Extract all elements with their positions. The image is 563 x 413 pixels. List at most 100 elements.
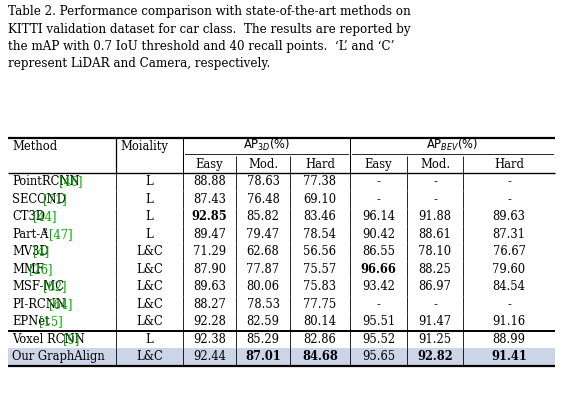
Text: 86.55: 86.55	[362, 245, 395, 258]
Text: -: -	[507, 193, 511, 206]
Text: Voxel RCNN: Voxel RCNN	[12, 333, 85, 346]
Text: 78.54: 78.54	[303, 228, 337, 241]
Text: 87.90: 87.90	[193, 263, 226, 276]
Text: 85.82: 85.82	[247, 210, 279, 223]
Text: [71]: [71]	[43, 193, 67, 206]
Text: -: -	[433, 175, 437, 188]
Text: 87.43: 87.43	[193, 193, 226, 206]
Text: 75.57: 75.57	[303, 263, 337, 276]
Text: 77.87: 77.87	[247, 263, 280, 276]
Text: 92.82: 92.82	[417, 350, 453, 363]
Text: MV3D: MV3D	[12, 245, 48, 258]
Text: Mod.: Mod.	[420, 158, 450, 171]
Text: 89.63: 89.63	[493, 210, 525, 223]
Text: 92.44: 92.44	[193, 350, 226, 363]
Text: -: -	[377, 193, 381, 206]
Text: -: -	[433, 298, 437, 311]
Text: L&C: L&C	[136, 263, 163, 276]
Text: $\mathrm{AP}_{BEV}(\%)$: $\mathrm{AP}_{BEV}(\%)$	[426, 137, 479, 153]
Text: 71.29: 71.29	[193, 245, 226, 258]
Text: 92.85: 92.85	[191, 210, 227, 223]
Text: 88.27: 88.27	[193, 298, 226, 311]
Text: [44]: [44]	[34, 210, 57, 223]
Text: [15]: [15]	[38, 315, 62, 328]
Text: -: -	[433, 193, 437, 206]
Text: 89.47: 89.47	[193, 228, 226, 241]
Text: 79.47: 79.47	[247, 228, 280, 241]
Text: L&C: L&C	[136, 298, 163, 311]
Text: [64]: [64]	[48, 298, 72, 311]
Text: 78.10: 78.10	[418, 245, 452, 258]
Text: Part-A: Part-A	[12, 228, 48, 241]
Text: 77.75: 77.75	[303, 298, 337, 311]
Text: 89.63: 89.63	[193, 280, 226, 293]
Text: Table 2. Performance comparison with state-of-the-art methods on
KITTI validatio: Table 2. Performance comparison with sta…	[8, 5, 411, 71]
Text: 88.88: 88.88	[193, 175, 226, 188]
Text: 80.14: 80.14	[303, 315, 337, 328]
Text: 95.52: 95.52	[362, 333, 395, 346]
Text: 82.59: 82.59	[247, 315, 279, 328]
Text: 95.65: 95.65	[362, 350, 395, 363]
Text: 91.47: 91.47	[418, 315, 452, 328]
Text: Method: Method	[12, 140, 57, 153]
Text: L&C: L&C	[136, 245, 163, 258]
Text: 80.06: 80.06	[247, 280, 279, 293]
Text: Our GraphAlign: Our GraphAlign	[12, 350, 105, 363]
Text: 91.25: 91.25	[418, 333, 452, 346]
Text: 75.83: 75.83	[303, 280, 337, 293]
Text: 56.56: 56.56	[303, 245, 337, 258]
Text: [26]: [26]	[29, 263, 52, 276]
Text: 78.63: 78.63	[247, 175, 279, 188]
Text: L: L	[146, 228, 153, 241]
Text: Moiality: Moiality	[120, 140, 168, 153]
Text: 76.67: 76.67	[493, 245, 525, 258]
Text: 69.10: 69.10	[303, 193, 337, 206]
Text: Easy: Easy	[196, 158, 224, 171]
Text: CT3D: CT3D	[12, 210, 45, 223]
Text: 88.61: 88.61	[418, 228, 452, 241]
Text: L: L	[146, 193, 153, 206]
Text: L&C: L&C	[136, 350, 163, 363]
Text: 85.29: 85.29	[247, 333, 279, 346]
Text: -: -	[377, 175, 381, 188]
Text: [9]: [9]	[64, 333, 80, 346]
Text: [4]: [4]	[34, 245, 50, 258]
Text: 62.68: 62.68	[247, 245, 279, 258]
Text: 88.99: 88.99	[493, 333, 525, 346]
Text: 95.51: 95.51	[362, 315, 395, 328]
Text: L: L	[146, 175, 153, 188]
Text: 84.68: 84.68	[302, 350, 338, 363]
Text: 92.28: 92.28	[193, 315, 226, 328]
Text: 2: 2	[42, 227, 47, 235]
Text: [62]: [62]	[43, 280, 67, 293]
Text: 91.88: 91.88	[418, 210, 452, 223]
Text: [47]: [47]	[48, 228, 72, 241]
Text: 86.97: 86.97	[418, 280, 452, 293]
Text: 79.60: 79.60	[493, 263, 526, 276]
Text: 77.38: 77.38	[303, 175, 337, 188]
Text: -: -	[377, 298, 381, 311]
Text: -: -	[507, 298, 511, 311]
Text: 91.41: 91.41	[491, 350, 527, 363]
Text: 96.14: 96.14	[362, 210, 395, 223]
Text: L&C: L&C	[136, 280, 163, 293]
Text: 90.42: 90.42	[362, 228, 395, 241]
Text: SECOND: SECOND	[12, 193, 66, 206]
Text: L&C: L&C	[136, 315, 163, 328]
Text: 84.54: 84.54	[493, 280, 525, 293]
Bar	[8, 348, 555, 366]
Text: EPNet: EPNet	[12, 315, 50, 328]
Text: 87.31: 87.31	[493, 228, 525, 241]
Text: [46]: [46]	[59, 175, 82, 188]
Text: L: L	[146, 333, 153, 346]
Text: MSF-MC: MSF-MC	[12, 280, 64, 293]
Text: 82.86: 82.86	[303, 333, 336, 346]
Text: Easy: Easy	[365, 158, 392, 171]
Text: 96.66: 96.66	[360, 263, 396, 276]
Text: 93.42: 93.42	[362, 280, 395, 293]
Text: Mod.: Mod.	[248, 158, 278, 171]
Text: L: L	[146, 210, 153, 223]
Text: Hard: Hard	[305, 158, 335, 171]
Text: PI-RCNN: PI-RCNN	[12, 298, 66, 311]
Text: $\mathrm{AP}_{3D}(\%)$: $\mathrm{AP}_{3D}(\%)$	[243, 137, 290, 153]
